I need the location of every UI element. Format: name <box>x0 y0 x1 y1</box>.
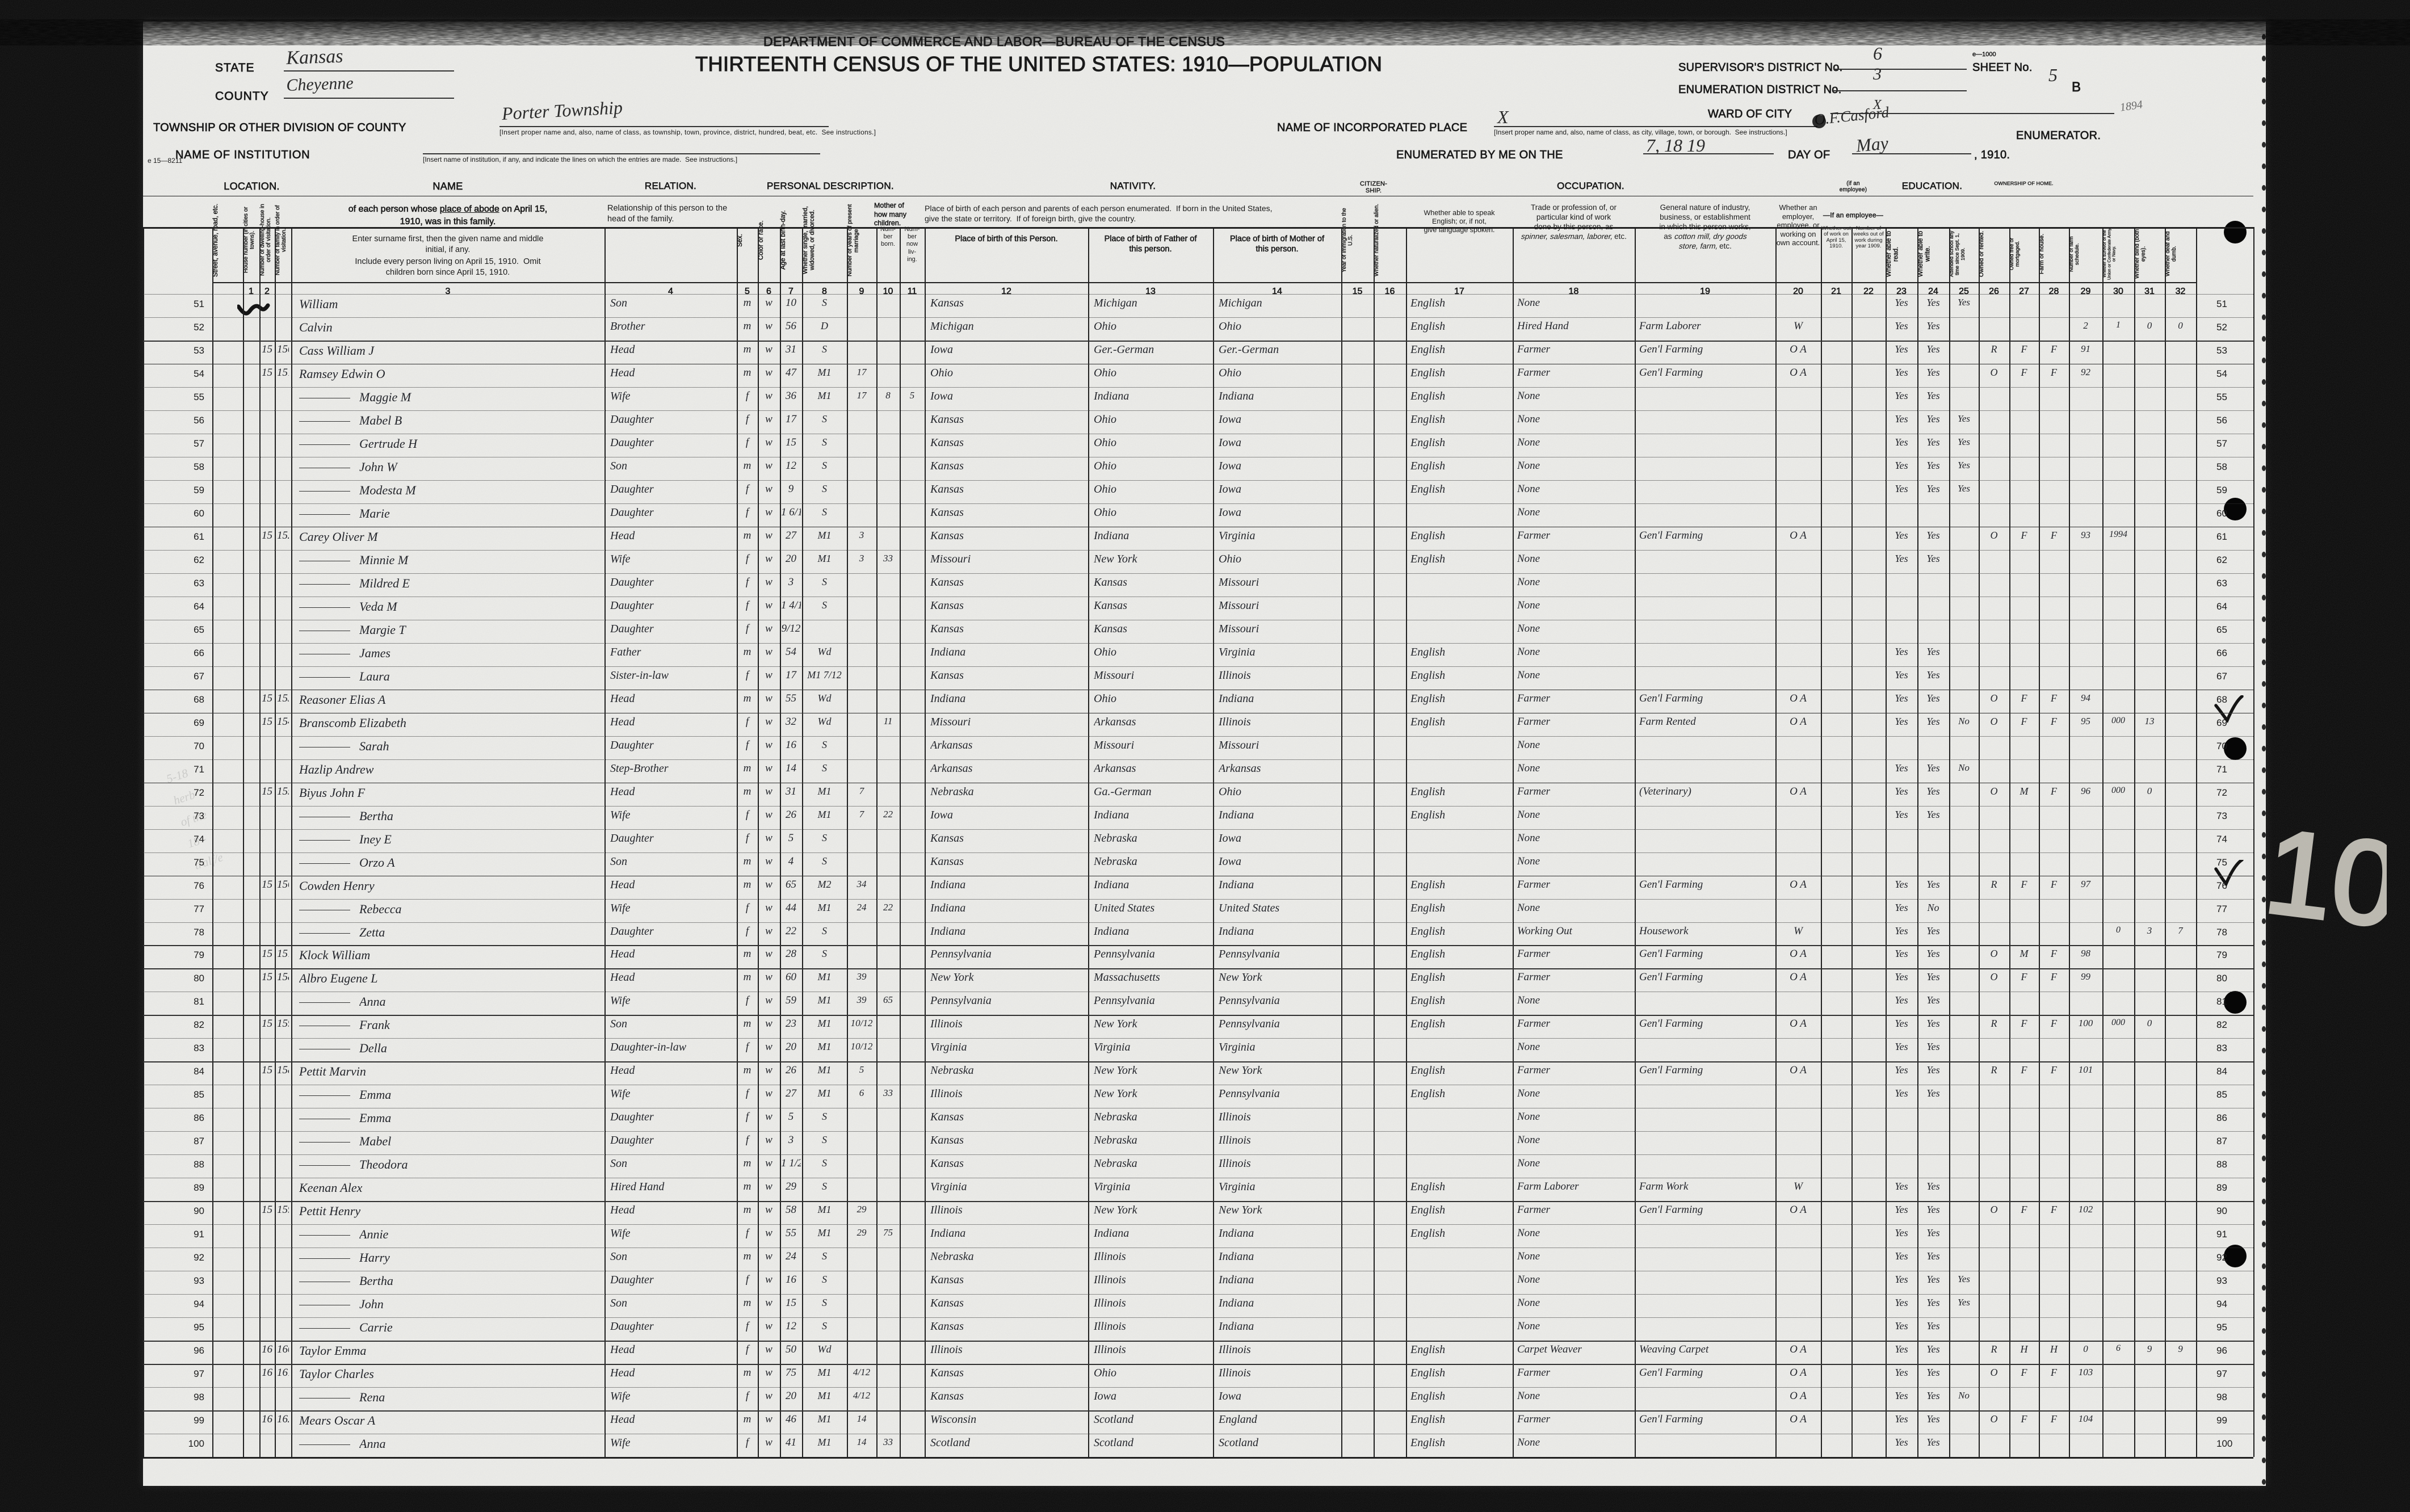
svg-text:10: 10 <box>2262 804 2387 952</box>
